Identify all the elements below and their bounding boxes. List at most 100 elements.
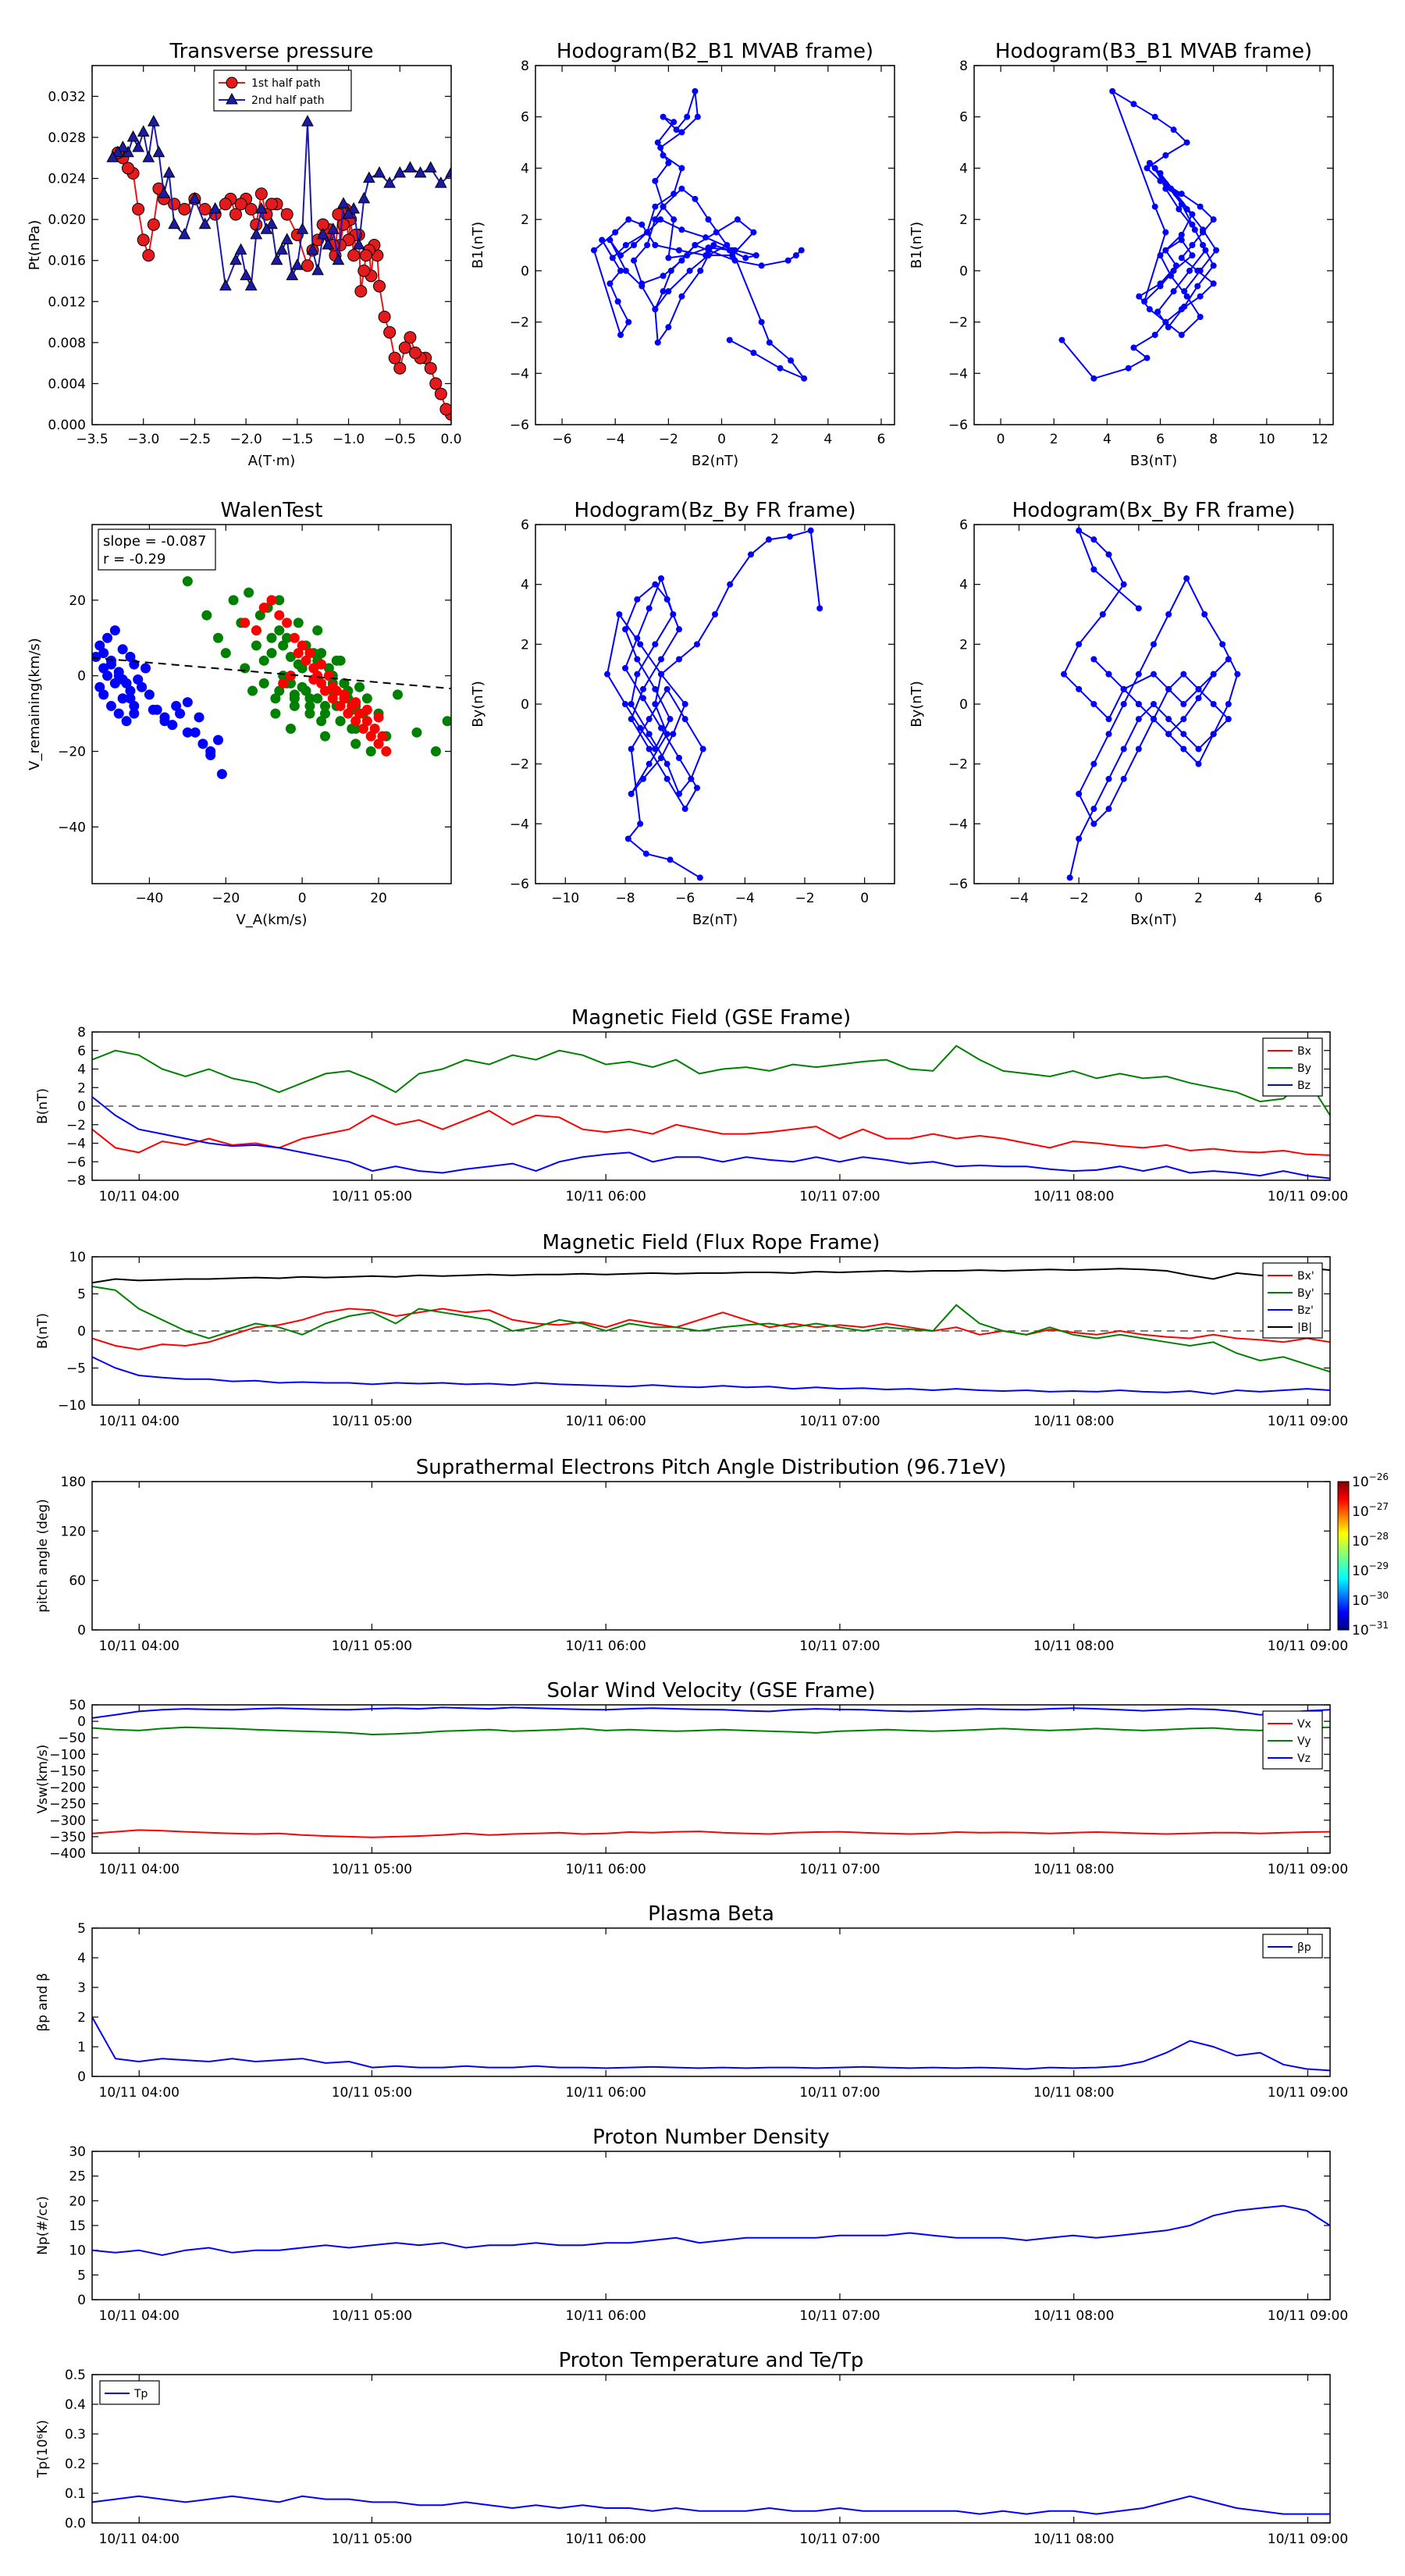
data-point xyxy=(1183,575,1190,582)
data-point xyxy=(758,318,765,326)
y-tick-label: −200 xyxy=(49,1781,86,1796)
scatter-point xyxy=(266,648,277,659)
scatter-point xyxy=(293,648,304,659)
series-line xyxy=(92,1044,1330,1116)
data-point-triangle xyxy=(260,222,273,234)
data-point xyxy=(729,252,736,259)
data-point-circle xyxy=(229,208,242,221)
scatter-point xyxy=(94,640,105,651)
scatter-point xyxy=(369,723,380,734)
data-point xyxy=(1061,671,1067,678)
data-point xyxy=(1210,671,1217,678)
scatter-point xyxy=(361,716,372,727)
y-tick-label: −6 xyxy=(948,418,968,433)
data-point xyxy=(660,272,667,279)
scatter-point xyxy=(285,723,296,734)
x-tick-label: 4 xyxy=(823,432,832,447)
data-point xyxy=(681,701,688,707)
data-point xyxy=(599,237,606,244)
legend-label: βp xyxy=(1297,1941,1311,1954)
data-point xyxy=(1210,262,1217,269)
data-point xyxy=(750,229,757,236)
y-tick-label: 2 xyxy=(521,212,529,228)
data-point-triangle xyxy=(383,176,396,188)
legend: 1st half path 2nd half path xyxy=(213,69,352,112)
y-tick-label: 0 xyxy=(959,697,968,713)
x-tick-label: 4 xyxy=(1103,432,1112,447)
chart-title: Proton Temperature and Te/Tp xyxy=(559,2349,864,2372)
data-point xyxy=(705,252,712,259)
series-line xyxy=(92,2016,1330,2072)
data-point xyxy=(750,350,757,356)
data-point-triangle xyxy=(250,227,263,240)
y-tick-label: 15 xyxy=(69,2218,86,2234)
data-point xyxy=(665,159,672,166)
x-tick-label: 10/11 04:00 xyxy=(99,1189,180,1204)
data-point xyxy=(801,375,808,382)
data-point xyxy=(1090,701,1097,707)
y-tick-label: 180 xyxy=(61,1475,86,1490)
series-line xyxy=(92,1829,1330,1838)
data-point xyxy=(640,695,646,702)
data-point xyxy=(1146,159,1153,166)
data-point-triangle xyxy=(265,217,278,229)
data-point-circle xyxy=(383,326,397,339)
scatter-point xyxy=(212,632,223,643)
chart-panel: Magnetic Field (GSE Frame) 10/11 04:00 10/… xyxy=(35,1006,1348,1204)
data-point xyxy=(665,288,672,295)
data-point xyxy=(694,785,700,792)
data-point xyxy=(1172,190,1179,197)
data-point xyxy=(1168,185,1175,192)
data-point xyxy=(652,306,659,313)
data-point-triangle xyxy=(126,130,140,142)
data-point-triangle xyxy=(244,279,258,291)
chart-panel: Hodogram(Bz_By FR frame) −10 −8 −6 −4 −2 0 −6 −4… xyxy=(470,499,895,928)
data-point-triangle xyxy=(322,237,335,250)
data-point-triangle xyxy=(414,165,427,178)
data-point xyxy=(1099,611,1106,617)
scatter-point xyxy=(98,663,109,674)
data-point xyxy=(1197,314,1204,320)
scatter-point xyxy=(98,689,109,700)
scatter-point xyxy=(430,746,441,757)
series-line xyxy=(92,2495,1330,2515)
y-tick-label: 0.000 xyxy=(48,418,86,433)
data-point xyxy=(622,665,628,671)
scatter-point xyxy=(285,678,296,688)
y-tick-label: 0.020 xyxy=(48,212,86,228)
data-point xyxy=(663,775,670,782)
scatter-point xyxy=(357,723,368,734)
x-tick-label: 10/11 05:00 xyxy=(332,1414,412,1429)
data-point xyxy=(617,252,624,259)
legend-label: Tp xyxy=(133,2388,148,2400)
scatter-point xyxy=(117,674,128,685)
series-line xyxy=(92,1706,1330,1719)
data-point xyxy=(652,177,659,184)
data-point xyxy=(688,775,695,782)
data-point xyxy=(1191,226,1198,233)
data-point xyxy=(692,242,699,248)
data-point xyxy=(638,280,646,287)
data-point xyxy=(702,234,710,241)
x-tick-label: 4 xyxy=(1254,891,1263,906)
scatter-point xyxy=(167,720,178,731)
chart-title: Hodogram(B3_B1 MVAB frame) xyxy=(995,40,1312,63)
y-tick-label: 6 xyxy=(521,518,529,533)
data-point xyxy=(665,254,672,262)
data-point xyxy=(1130,344,1137,351)
x-tick-label: −4 xyxy=(1009,891,1029,906)
scatter-point xyxy=(117,644,128,655)
data-point xyxy=(1210,280,1217,287)
y-tick-label: −6 xyxy=(510,418,529,433)
chart-panel: Solar Wind Velocity (GSE Frame) 10/11 04:… xyxy=(35,1679,1348,1877)
legend-label: Vy xyxy=(1297,1735,1311,1748)
scatter-point xyxy=(343,708,354,719)
y-axis-label: By(nT) xyxy=(470,681,486,727)
data-point xyxy=(1210,701,1217,707)
data-point xyxy=(1135,745,1142,753)
data-point-triangle xyxy=(357,191,371,204)
data-point xyxy=(1225,701,1232,707)
data-point xyxy=(658,671,664,678)
y-tick-label: 0.1 xyxy=(65,2486,86,2502)
y-tick-label: 2 xyxy=(959,637,968,653)
